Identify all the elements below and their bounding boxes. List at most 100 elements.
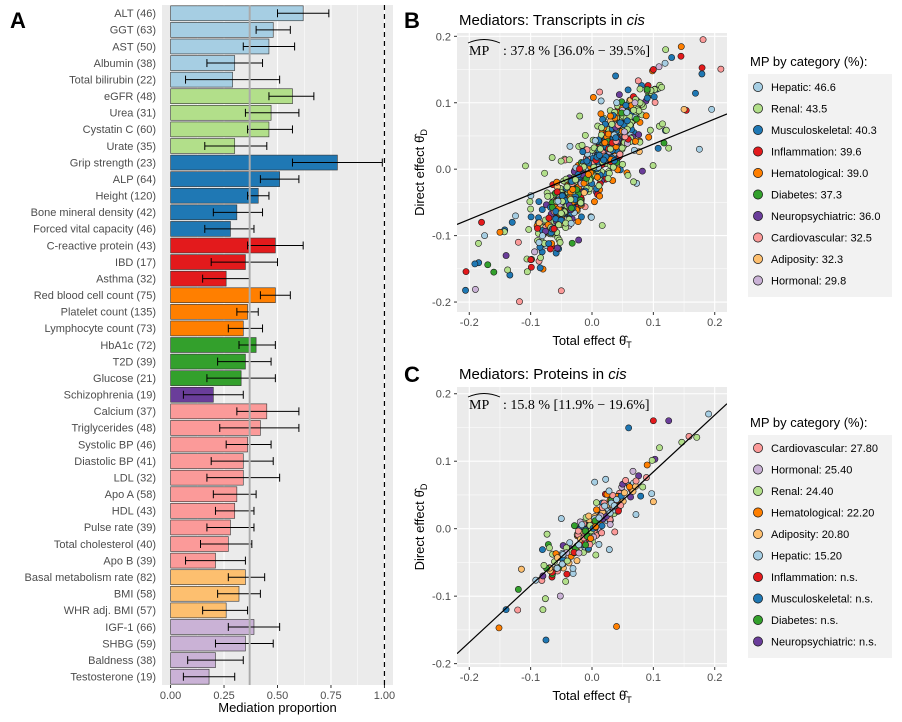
panel-a-category-label: HbA1c (72) <box>100 340 156 352</box>
scatter-x-axis-label: Total effect θ̂T <box>552 333 632 350</box>
panel-a-x-tick-label: 1.00 <box>374 690 395 702</box>
scatter-point <box>553 564 561 572</box>
scatter-point <box>643 94 651 102</box>
scatter-point <box>605 546 613 553</box>
legend-item-label: Hepatic: 46.6 <box>771 82 836 94</box>
panel-a-category-label: Asthma (32) <box>96 273 156 285</box>
scatter-point <box>624 86 632 94</box>
legend-key-inflammation <box>753 146 763 157</box>
scatter-point <box>665 144 673 152</box>
scatter-point <box>595 182 603 190</box>
scatter-point <box>608 120 616 128</box>
scatter-point <box>693 433 701 441</box>
scatter-point <box>534 224 541 232</box>
scatter-x-tick-label: 0.2 <box>707 317 722 329</box>
scatter-point <box>539 546 546 554</box>
scatter-point <box>575 549 583 557</box>
legend-item-label: Adiposity: 32.3 <box>771 254 843 266</box>
scatter-point <box>496 228 504 236</box>
panel-a-category-label: Systolic BP (46) <box>78 439 156 451</box>
scatter-point <box>575 236 583 244</box>
panel-a-category-label: IGF-1 (66) <box>105 622 156 634</box>
panel-a-category-label: ALT (46) <box>114 8 156 20</box>
scatter-point <box>579 148 587 156</box>
scatter-point <box>576 165 583 173</box>
scatter-title-main: Mediators: Proteins in <box>459 366 608 383</box>
scatter-point <box>502 252 510 259</box>
scatter-point <box>650 93 658 101</box>
scatter-point <box>656 444 663 452</box>
scatter-point <box>542 636 550 644</box>
scatter-y-axis-subscript: D <box>419 129 429 136</box>
scatter-x-axis-subscript: T <box>626 695 632 705</box>
scatter-y-tick-label: -0.1 <box>432 591 451 603</box>
scatter-point <box>523 268 531 276</box>
legend-item-label: Cardiovascular: 27.80 <box>771 443 878 455</box>
panel-a-x-tick-label: 0.75 <box>320 690 341 702</box>
scatter-point <box>621 128 628 136</box>
panel-a-category-label: Schizophrenia (19) <box>64 390 156 402</box>
scatter-point <box>546 544 553 552</box>
panel-a-category-label: eGFR (48) <box>104 91 156 103</box>
scatter-point <box>554 197 562 205</box>
scatter-point <box>717 65 725 73</box>
scatter-x-axis-text: Total effect <box>552 688 615 703</box>
scatter-title-italic: cis <box>608 366 627 383</box>
legend-key-inflammation <box>753 572 763 582</box>
scatter-mp-hat <box>467 393 501 398</box>
scatter-point <box>478 218 485 226</box>
scatter-title-main: Mediators: Transcripts in <box>459 12 627 29</box>
scatter-point <box>618 144 626 152</box>
scatter-y-tick-label: 0.1 <box>436 456 451 468</box>
scatter-point <box>502 606 510 614</box>
scatter-point <box>471 260 479 268</box>
scatter-point <box>556 592 564 600</box>
scatter-point <box>588 213 595 221</box>
panel-a-x-tick-label: 0.25 <box>213 690 234 702</box>
scatter-point <box>605 487 613 495</box>
scatter-point <box>566 539 574 547</box>
scatter-point <box>630 178 637 186</box>
scatter-x-tick-label: 0.2 <box>707 672 722 684</box>
panel-a-category-label: Lymphocyte count (73) <box>45 323 156 335</box>
panel-a-category-label: Basal metabolism rate (82) <box>25 572 156 584</box>
scatter-point <box>508 218 516 226</box>
scatter-point <box>654 144 662 152</box>
legend-item-label: Diabetes: 37.3 <box>771 190 842 202</box>
scatter-point <box>593 499 600 507</box>
scatter-x-tick-label: -0.2 <box>460 672 479 684</box>
scatter-point <box>591 198 598 206</box>
scatter-point <box>543 530 551 538</box>
scatter-point <box>645 133 653 141</box>
scatter-point <box>606 521 614 528</box>
scatter-point <box>562 578 570 585</box>
panel-a-category-label: AST (50) <box>112 41 156 53</box>
scatter-point <box>527 256 535 264</box>
scatter-point <box>553 188 561 196</box>
panel-a-category-label: Grip strength (23) <box>70 157 156 169</box>
panel-a-category-labels: ALT (46) GGT (63) AST (50) Albumin (38) Tota… <box>25 8 156 683</box>
scatter-point <box>582 541 590 549</box>
scatter-point <box>568 204 575 212</box>
scatter-point <box>662 46 670 54</box>
scatter-point <box>512 212 519 220</box>
scatter-fit-line <box>457 403 727 655</box>
legend-key-neuropsychiatric <box>753 636 763 647</box>
scatter-point <box>596 145 604 153</box>
scatter-point <box>481 232 489 240</box>
scatter-point <box>623 109 631 116</box>
legend-key-hematological <box>753 168 763 178</box>
panel-a-category-label: Glucose (21) <box>93 373 156 385</box>
scatter-point <box>698 64 706 72</box>
scatter-point <box>484 261 492 269</box>
scatter-point <box>571 522 578 530</box>
scatter-point <box>598 529 606 537</box>
scatter-point <box>649 417 657 425</box>
scatter-point <box>526 198 534 205</box>
scatter-point <box>574 218 582 225</box>
scatter-point <box>572 176 579 184</box>
panel-a-x-tick-label: 0.50 <box>267 690 288 702</box>
panel-b-label: B <box>404 8 420 33</box>
scatter-y-axis-label: Direct effect θ̂D <box>412 129 429 216</box>
